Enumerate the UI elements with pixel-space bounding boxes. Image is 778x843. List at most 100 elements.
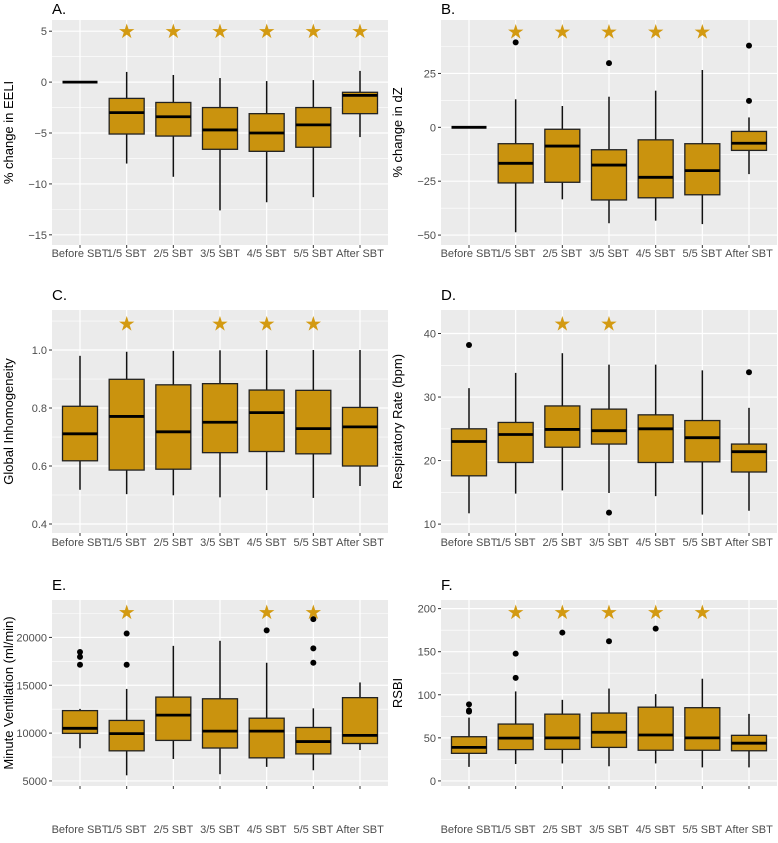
box-4 xyxy=(637,364,674,497)
x-tick-label: 2/5 SBT xyxy=(542,537,582,549)
box-1: ★ xyxy=(108,602,145,776)
x-tick-label: Before SBT xyxy=(441,537,498,549)
outlier-point xyxy=(77,649,83,656)
y-tick-label: 100 xyxy=(418,690,436,702)
y-tick-label: 5000 xyxy=(23,776,47,788)
significance-star-icon: ★ xyxy=(118,602,136,624)
significance-star-icon: ★ xyxy=(211,313,229,335)
y-axis-title: % change in EELI xyxy=(1,81,16,184)
x-tick-label: 4/5 SBT xyxy=(636,537,676,549)
significance-star-icon: ★ xyxy=(351,21,369,43)
box-3: ★ xyxy=(590,314,628,516)
box-iqr xyxy=(108,719,145,752)
y-tick-label: 1.0 xyxy=(32,345,47,357)
x-tick-label: 4/5 SBT xyxy=(636,248,676,260)
box-iqr xyxy=(497,421,534,464)
outlier-point xyxy=(466,341,472,348)
x-tick-label: 2/5 SBT xyxy=(542,248,582,260)
box-iqr xyxy=(590,712,628,749)
box-iqr xyxy=(637,414,674,464)
box-iqr xyxy=(544,713,581,751)
box-2 xyxy=(155,645,192,759)
x-tick-label: 3/5 SBT xyxy=(200,824,240,836)
y-tick-label: −50 xyxy=(417,230,436,242)
box-iqr xyxy=(637,139,674,199)
significance-star-icon: ★ xyxy=(118,313,136,335)
significance-star-icon: ★ xyxy=(693,22,711,44)
outlier-point xyxy=(652,625,659,632)
box-iqr xyxy=(684,143,721,196)
box-iqr xyxy=(155,384,192,470)
box-3: ★ xyxy=(590,602,628,767)
significance-star-icon: ★ xyxy=(600,602,618,624)
outlier-point xyxy=(466,708,472,715)
x-tick-label: Before SBT xyxy=(52,248,109,260)
significance-star-icon: ★ xyxy=(258,21,276,43)
significance-star-icon: ★ xyxy=(647,602,665,624)
significance-star-icon: ★ xyxy=(211,21,229,43)
box-iqr xyxy=(201,698,239,749)
box-6 xyxy=(341,350,379,487)
x-tick-label: Before SBT xyxy=(441,824,498,836)
box-iqr xyxy=(201,383,239,454)
outlier-point xyxy=(512,674,519,681)
box-iqr xyxy=(684,707,721,751)
x-tick-label: 5/5 SBT xyxy=(293,537,333,549)
y-tick-label: −25 xyxy=(417,176,436,188)
outlier-point xyxy=(310,645,317,652)
x-tick-label: Before SBT xyxy=(52,537,109,549)
box-5 xyxy=(684,370,721,515)
box-2: ★ xyxy=(544,602,581,764)
box-iqr xyxy=(730,443,768,473)
y-tick-label: 0.4 xyxy=(32,519,47,531)
x-tick-label: 1/5 SBT xyxy=(496,537,536,549)
outlier-point xyxy=(746,42,752,49)
x-tick-label: 2/5 SBT xyxy=(542,824,582,836)
significance-star-icon: ★ xyxy=(258,313,276,335)
y-tick-label: 0.6 xyxy=(32,461,47,473)
x-tick-label: 1/5 SBT xyxy=(107,537,147,549)
y-axis-title: Minute Ventilation (ml/min) xyxy=(1,616,16,769)
box-3 xyxy=(201,640,239,775)
box-iqr xyxy=(155,101,192,137)
x-tick-label: After SBT xyxy=(336,824,384,836)
box-iqr xyxy=(248,717,285,759)
y-axis-title: Respiratory Rate (bpm) xyxy=(390,354,405,489)
x-tick-label: 1/5 SBT xyxy=(107,248,147,260)
significance-star-icon: ★ xyxy=(304,313,322,335)
significance-star-icon: ★ xyxy=(647,22,665,44)
box-iqr xyxy=(637,706,674,751)
panel-label: E. xyxy=(52,577,66,594)
significance-star-icon: ★ xyxy=(507,602,525,624)
x-tick-label: 4/5 SBT xyxy=(247,824,287,836)
y-tick-label: 150 xyxy=(418,647,436,659)
box-iqr xyxy=(684,419,721,463)
significance-star-icon: ★ xyxy=(553,314,571,336)
box-5: ★ xyxy=(295,602,332,771)
significance-star-icon: ★ xyxy=(553,22,571,44)
box-iqr xyxy=(295,389,332,455)
box-iqr xyxy=(544,128,581,183)
box-1: ★ xyxy=(108,313,145,495)
x-tick-label: 5/5 SBT xyxy=(293,824,333,836)
outlier-point xyxy=(77,661,83,668)
box-iqr xyxy=(295,106,332,148)
box-2: ★ xyxy=(544,314,581,491)
box-5: ★ xyxy=(295,313,332,498)
outlier-point xyxy=(746,369,752,376)
box-2 xyxy=(155,350,192,496)
y-tick-label: 0 xyxy=(41,77,47,89)
box-3: ★ xyxy=(590,22,628,224)
box-iqr xyxy=(61,709,99,735)
box-4: ★ xyxy=(248,602,285,767)
outlier-point xyxy=(263,627,270,634)
box-0 xyxy=(450,341,488,514)
panel-label: D. xyxy=(441,287,456,304)
y-tick-label: 10000 xyxy=(16,728,47,740)
significance-star-icon: ★ xyxy=(553,602,571,624)
box-6 xyxy=(730,42,768,175)
